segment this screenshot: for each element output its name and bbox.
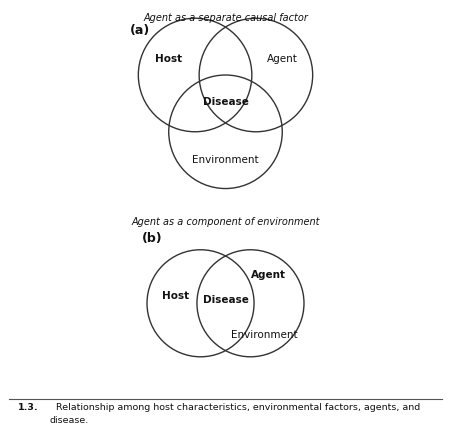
Text: Agent as a component of environment: Agent as a component of environment xyxy=(131,217,320,227)
Text: Environment: Environment xyxy=(231,330,298,340)
Text: (a): (a) xyxy=(130,25,151,37)
Text: Host: Host xyxy=(162,291,189,301)
Text: Environment: Environment xyxy=(192,155,259,165)
Text: Agent: Agent xyxy=(251,270,286,280)
Text: Agent: Agent xyxy=(267,54,298,64)
Text: Relationship among host characteristics, environmental factors, agents, and
dise: Relationship among host characteristics,… xyxy=(50,403,420,425)
Text: (b): (b) xyxy=(142,232,162,245)
Text: 1.3.: 1.3. xyxy=(18,403,39,412)
Text: Host: Host xyxy=(155,54,182,64)
Text: Disease: Disease xyxy=(202,97,249,107)
Text: Disease: Disease xyxy=(202,295,249,305)
Text: Agent as a separate causal factor: Agent as a separate causal factor xyxy=(143,13,308,23)
